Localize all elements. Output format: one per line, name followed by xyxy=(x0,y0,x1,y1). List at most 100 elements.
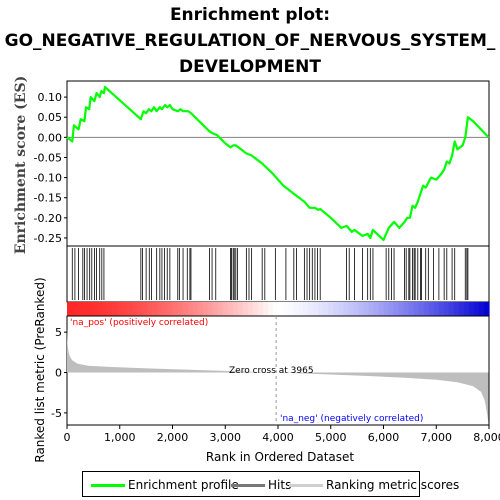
color-bar-segment xyxy=(453,302,460,316)
color-bar-segment xyxy=(202,302,209,316)
enrichment-chart: 0.10 0.05 0.00 -0.05 -0.10 -0.15 -0.20 -0.25 5 0… xyxy=(13,76,500,464)
color-bar-segment xyxy=(162,302,169,316)
color-bar-segment xyxy=(212,302,219,316)
es-ytick-label: 0.05 xyxy=(38,111,63,124)
color-bar-segment xyxy=(207,302,214,316)
legend-hits-label: Hits xyxy=(268,478,292,492)
xtick-label: 7,000 xyxy=(421,431,453,444)
color-bar-segment xyxy=(182,302,189,316)
color-bar-segment xyxy=(338,302,344,316)
es-ytick-label: 0.00 xyxy=(38,131,63,144)
color-bar-segment xyxy=(102,302,108,316)
color-bar-segment xyxy=(187,302,194,316)
xtick-label: 3,000 xyxy=(210,431,242,444)
color-bar-segment xyxy=(408,302,415,316)
xtick-label: 4,000 xyxy=(262,431,294,444)
color-bar-segment xyxy=(87,302,93,316)
color-bar-segment xyxy=(348,302,354,316)
color-bar-segment xyxy=(217,302,224,316)
ranking-metric-area xyxy=(67,328,489,424)
color-bar-segment xyxy=(373,302,380,316)
color-bar-segment xyxy=(358,302,365,316)
color-bar-segment xyxy=(363,302,370,316)
color-bar-segment xyxy=(147,302,154,316)
es-ytick-label: -0.25 xyxy=(34,232,62,245)
xtick-label: 1,000 xyxy=(104,431,136,444)
color-bar-segment xyxy=(107,302,113,316)
color-bar-segment xyxy=(272,302,279,316)
color-bar-segment xyxy=(127,302,133,316)
color-bar-segment xyxy=(333,302,339,316)
xtick-label: 0 xyxy=(64,431,71,444)
x-axis-label: Rank in Ordered Dataset xyxy=(206,450,354,464)
color-bar-segment xyxy=(318,302,324,316)
color-bar-segment xyxy=(222,302,229,316)
color-bar-segment xyxy=(378,302,385,316)
color-bar-segment xyxy=(242,302,249,316)
color-bar-segment xyxy=(398,302,405,316)
color-bar-segment xyxy=(323,302,329,316)
color-bar-segment xyxy=(172,302,179,316)
color-bar-segment xyxy=(167,302,174,316)
color-bar-segment xyxy=(247,302,254,316)
color-bar-segment xyxy=(458,302,465,316)
ranking-color-bar xyxy=(67,302,490,316)
color-bar-segment xyxy=(122,302,128,316)
neg-correlated-label: 'na_neg' (negatively correlated) xyxy=(280,414,423,424)
color-bar-segment xyxy=(288,302,294,316)
color-bar-segment xyxy=(403,302,410,316)
color-bar-segment xyxy=(278,302,284,316)
hits-swatch xyxy=(231,484,265,487)
zero-cross-label: Zero cross at 3965 xyxy=(229,366,314,376)
es-panel-frame xyxy=(66,80,490,247)
color-bar-segment xyxy=(443,302,450,316)
color-bar-segment xyxy=(328,302,334,316)
color-bar-segment xyxy=(438,302,445,316)
color-bar-segment xyxy=(152,302,159,316)
xtick-label: 6,000 xyxy=(368,431,400,444)
color-bar-segment xyxy=(142,302,148,316)
legend-enrichment-label: Enrichment profile xyxy=(128,478,239,492)
color-bar-segment xyxy=(393,302,400,316)
color-bar-segment xyxy=(468,302,475,316)
color-bar-segment xyxy=(232,302,239,316)
ranking-axis-label: Ranked list metric (PreRanked) xyxy=(33,277,47,462)
es-axis-label: Enrichment score (ES) xyxy=(13,76,29,254)
xtick-label: 8,000 xyxy=(473,431,500,444)
legend-item-ranking: Ranking metric scores xyxy=(289,477,459,493)
color-bar-segment xyxy=(157,302,164,316)
pos-correlated-label: 'na_pos' (positively correlated) xyxy=(70,318,208,328)
legend-item-hits: Hits xyxy=(231,477,291,493)
color-bar-segment xyxy=(473,302,480,316)
title-line-2: GO_NEGATIVE_REGULATION_OF_NERVOUS_SYSTEM… xyxy=(4,31,496,51)
title-line-3: DEVELOPMENT xyxy=(179,57,321,77)
es-ytick-label: -0.20 xyxy=(34,212,62,225)
color-bar-segment xyxy=(313,302,319,316)
color-bar-segment xyxy=(237,302,244,316)
xtick-label: 5,000 xyxy=(315,431,347,444)
color-bar-segment xyxy=(303,302,309,316)
color-bar-segment xyxy=(227,302,234,316)
enrichment-swatch xyxy=(91,484,125,487)
color-bar-segment xyxy=(308,302,314,316)
legend-ranking-label: Ranking metric scores xyxy=(326,478,460,492)
color-bar-segment xyxy=(252,302,259,316)
color-bar-segment xyxy=(82,302,88,316)
color-bar-segment xyxy=(368,302,375,316)
es-ytick-label: -0.15 xyxy=(34,192,62,205)
xtick-label: 2,000 xyxy=(157,431,189,444)
color-bar-segment xyxy=(283,302,289,316)
color-bar-segment xyxy=(463,302,470,316)
color-bar-segment xyxy=(298,302,304,316)
title-line-1: Enrichment plot: xyxy=(169,5,331,25)
color-bar-segment xyxy=(92,302,98,316)
color-bar-segment xyxy=(137,302,143,316)
color-bar-segment xyxy=(177,302,184,316)
rank-ytick-label: -5 xyxy=(51,407,62,420)
color-bar-segment xyxy=(97,302,103,316)
color-bar-segment xyxy=(262,302,269,316)
color-bar-segment xyxy=(132,302,138,316)
legend: Enrichment profile Hits Ranking metric s… xyxy=(82,471,459,497)
es-ytick-label: 0.10 xyxy=(38,91,63,104)
color-bar-segment xyxy=(117,302,123,316)
